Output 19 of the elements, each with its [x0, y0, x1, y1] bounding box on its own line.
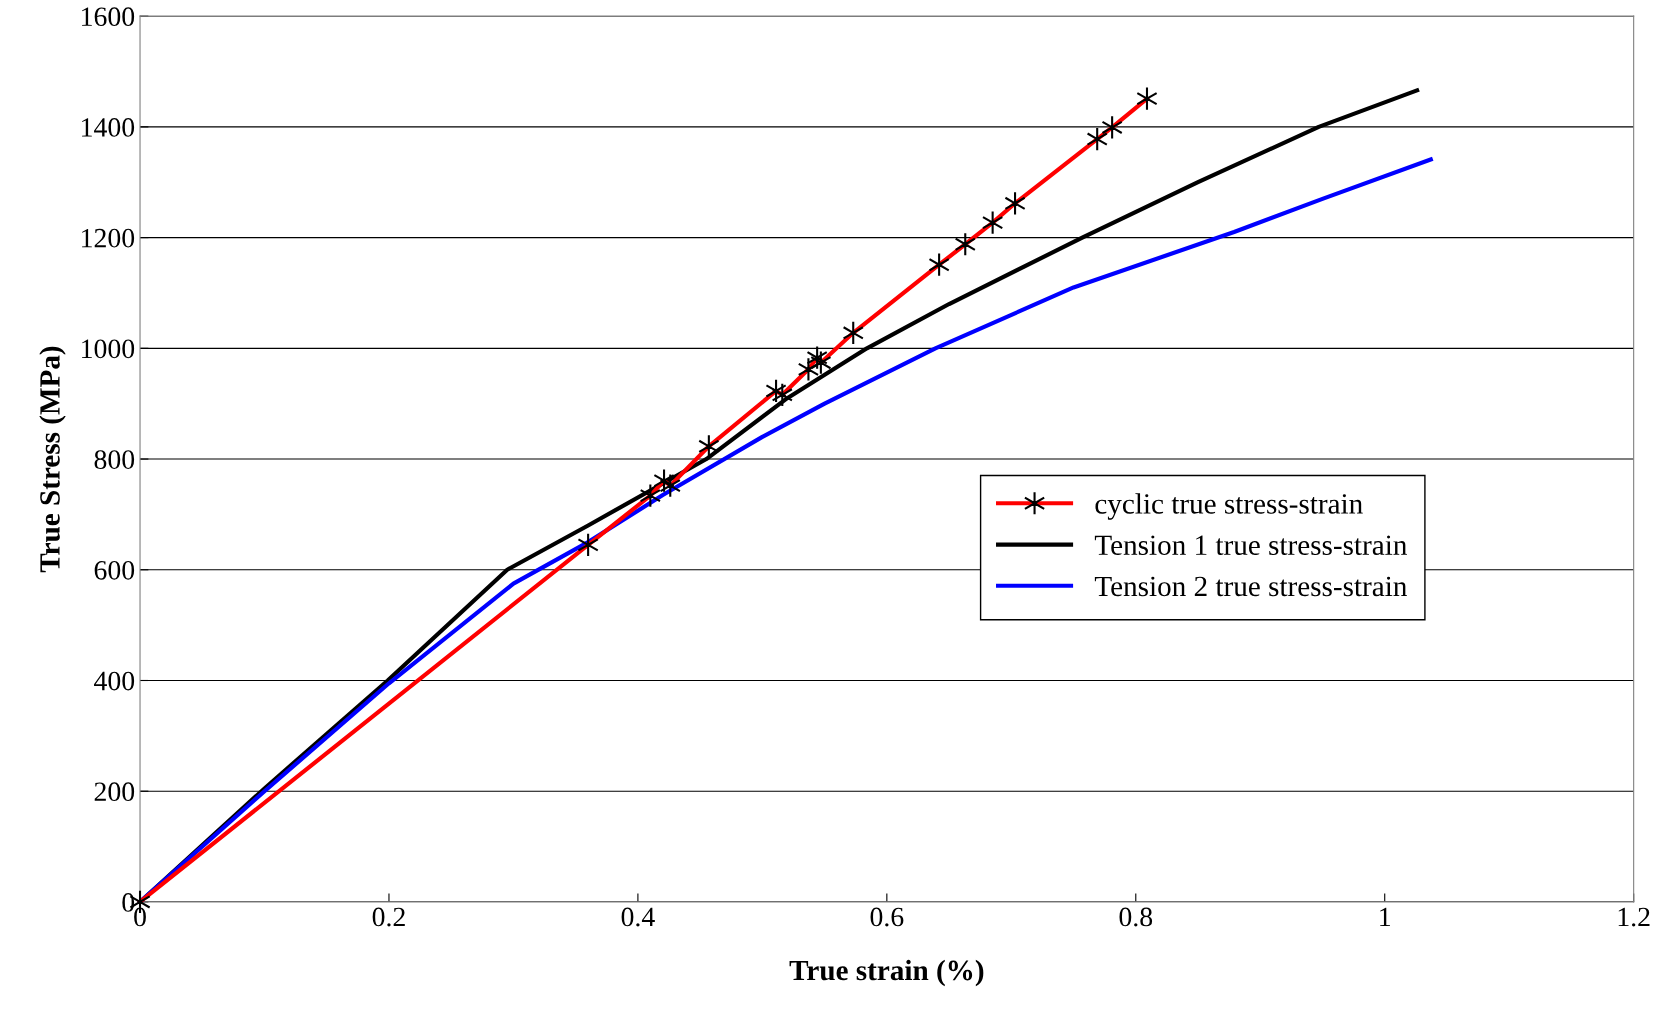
x-tick-label: 1: [1380, 907, 1390, 927]
x-tick-label: 0.6: [870, 907, 904, 927]
legend-label: Tension 2 true stress-strain: [1094, 576, 1407, 597]
legend-label: Tension 1 true stress-strain: [1094, 535, 1407, 556]
x-tick-label: 1.2: [1618, 907, 1650, 927]
x-tick-label: 0.8: [1119, 907, 1153, 927]
x-tick-label: 0.4: [621, 907, 655, 927]
y-tick-label: 600: [94, 560, 135, 580]
y-tick-label: 1200: [82, 228, 135, 248]
y-tick-label: 200: [94, 782, 135, 802]
legend-label: cyclic true stress-strain: [1095, 493, 1363, 520]
x-tick-label: 0.2: [372, 907, 405, 927]
y-tick-label: 1000: [82, 339, 135, 359]
x-axis-title: True strain (%): [789, 959, 984, 987]
y-axis-title: True Stress (MPa): [39, 346, 66, 573]
y-tick-label: 800: [94, 450, 135, 469]
y-tick-label: 400: [94, 671, 135, 691]
y-tick-label: 1600: [82, 7, 135, 27]
y-tick-label: 1400: [82, 118, 135, 137]
